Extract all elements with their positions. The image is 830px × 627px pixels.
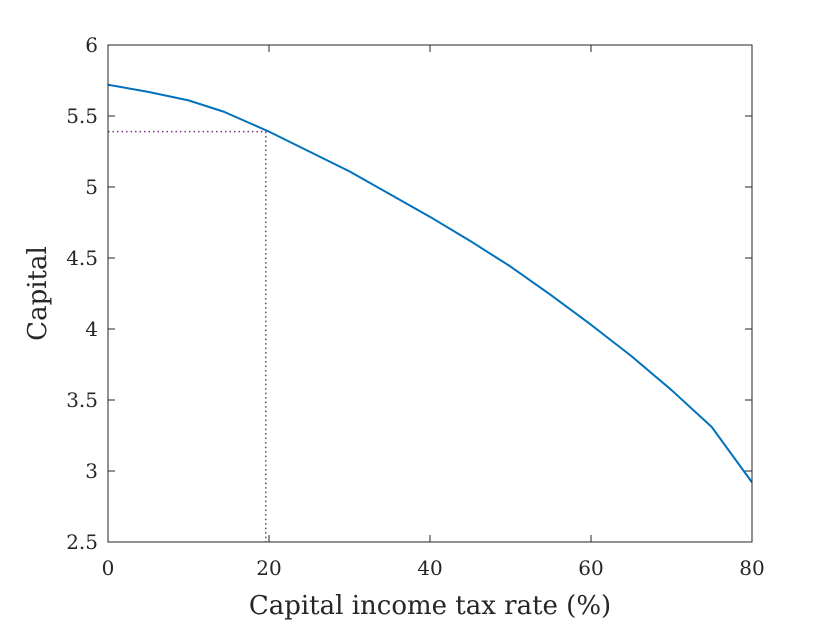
tick-labels-layer: 0 20 40 60 80 2.5 3 3.5 4 4.5 5 5.5 6 [66, 33, 765, 580]
y-tick-label: 5 [85, 175, 98, 199]
y-tick-label: 4.5 [66, 246, 98, 270]
y-tick-label: 5.5 [66, 104, 98, 128]
axes-box [107, 44, 753, 543]
series-layer [107, 83, 753, 483]
x-tick-label: 40 [417, 556, 442, 580]
y-tick-label: 2.5 [66, 530, 98, 554]
x-tick-label: 0 [102, 556, 115, 580]
x-tick-label: 80 [739, 556, 764, 580]
ticks-layer [107, 44, 753, 543]
x-tick-label: 20 [256, 556, 281, 580]
y-tick-label: 3 [85, 459, 98, 483]
series-line [107, 83, 753, 483]
y-tick-label: 6 [85, 33, 98, 57]
x-axis-label: Capital income tax rate (%) [249, 591, 611, 621]
guides-layer [108, 130, 267, 542]
y-tick-label: 3.5 [66, 388, 98, 412]
y-axis-label: Capital [23, 246, 53, 341]
x-tick-label: 60 [578, 556, 603, 580]
y-tick-label: 4 [85, 317, 98, 341]
